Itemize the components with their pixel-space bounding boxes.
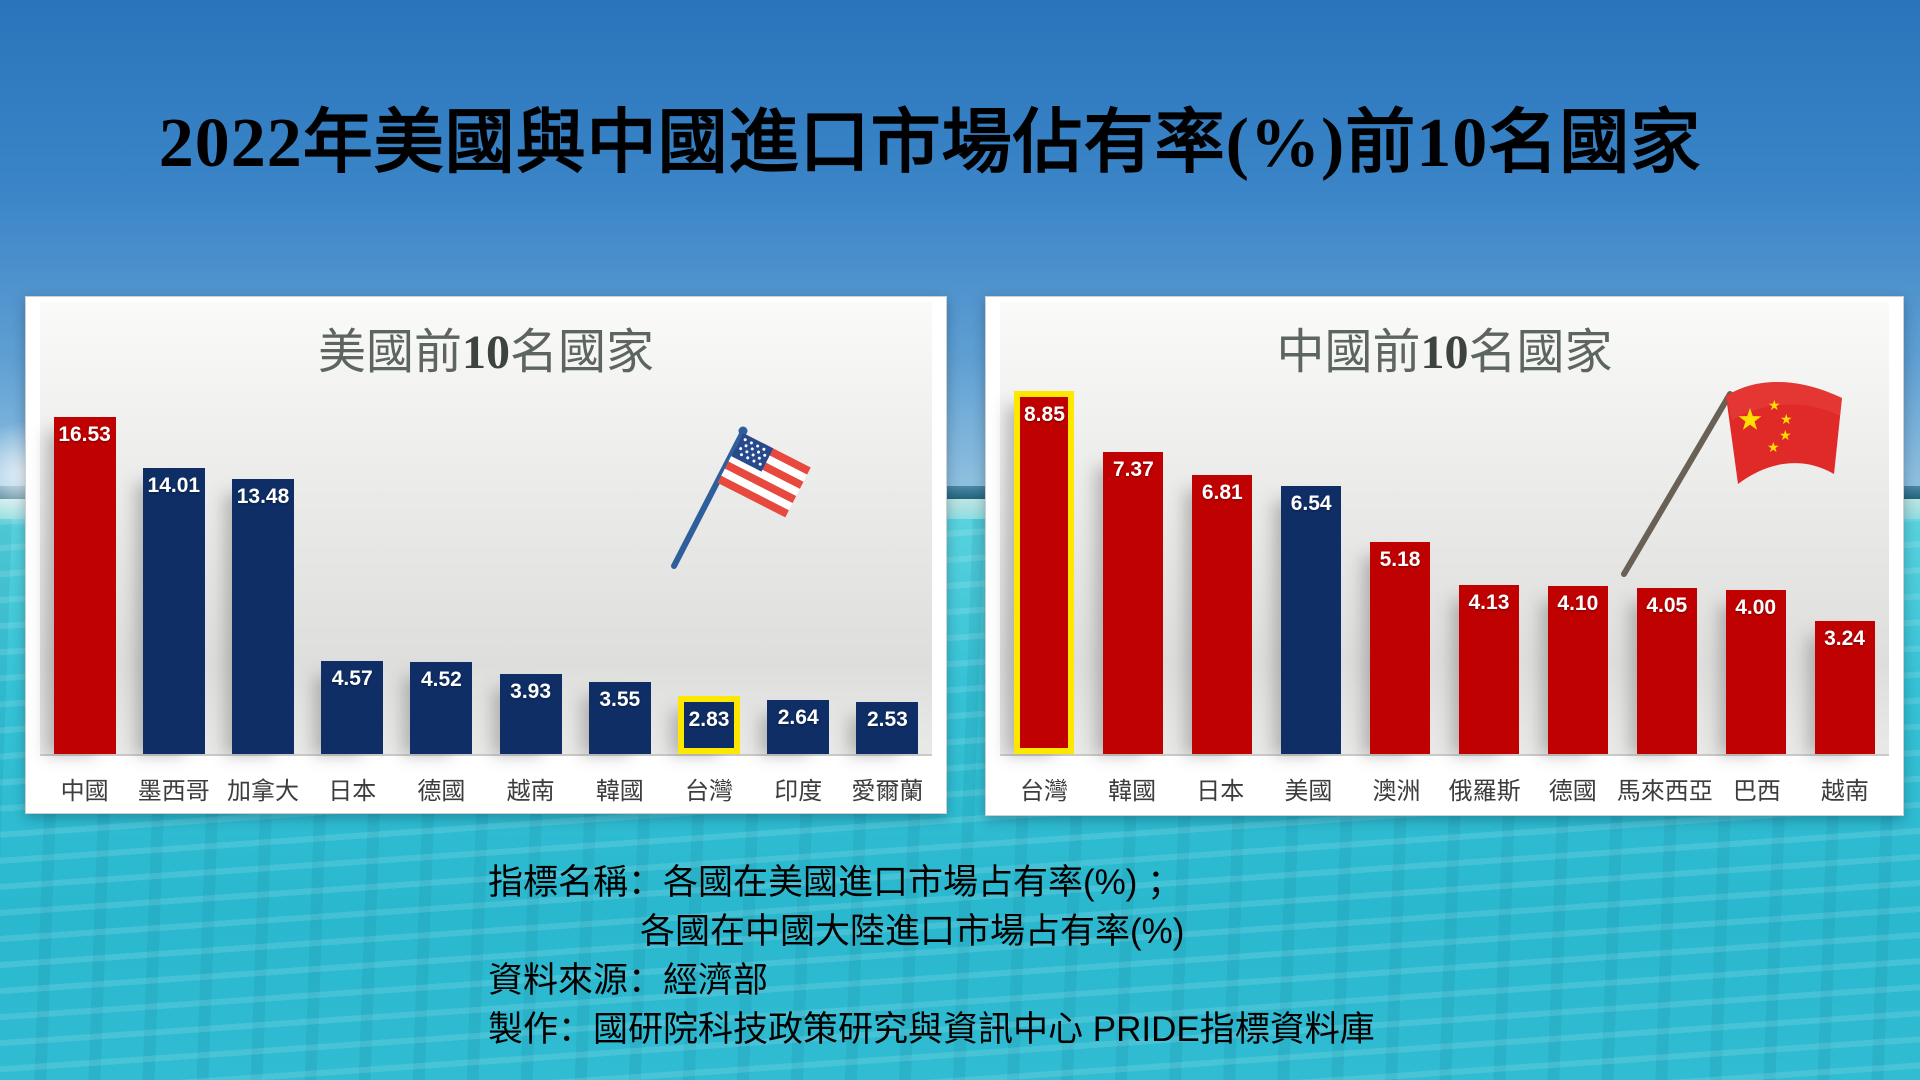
bar-value-label: 16.53	[58, 423, 111, 446]
bar-value-label: 4.13	[1468, 591, 1510, 614]
bar-俄羅斯: 4.13	[1458, 585, 1519, 754]
category-label: 加拿大	[227, 778, 299, 805]
footnotes: 指標名稱：各國在美國進口市場占有率(%) ； 各國在中國大陸進口市場占有率(%)…	[488, 858, 1375, 1054]
category-label: 台灣	[1020, 778, 1069, 805]
category-label: 德國	[1548, 778, 1597, 805]
category-label: 愛爾蘭	[851, 778, 924, 805]
bar-台灣: 2.83	[678, 696, 740, 754]
bar-德國: 4.52	[410, 662, 473, 754]
category-label: 馬來西亞	[1616, 778, 1713, 805]
bar-越南: 3.24	[1814, 621, 1875, 754]
bar-印度: 2.64	[767, 700, 830, 754]
bar-加拿大: 13.48	[232, 479, 294, 754]
bar-台灣: 8.85	[1014, 391, 1075, 754]
china-chart-title-number: 10	[1420, 326, 1469, 379]
bar-value-label: 3.55	[599, 688, 641, 711]
main-title: 2022年美國與中國進口市場佔有率(%)前10名國家	[158, 105, 1702, 182]
bar-value-label: 2.83	[688, 708, 730, 731]
bar-德國: 4.10	[1547, 586, 1608, 754]
category-label: 台灣	[685, 778, 734, 805]
bar-value-label: 3.24	[1824, 627, 1865, 650]
category-label: 墨西哥	[137, 778, 210, 805]
bar-馬來西亞: 4.05	[1636, 588, 1697, 754]
china-plot-area: 中國前10名國家 ★ ★ ★ ★ 8.85 7.37 6.81 6.54 5.18 4.1…	[1000, 302, 1889, 756]
bar-日本: 6.81	[1192, 475, 1253, 754]
bar-中國: 16.53	[53, 417, 116, 754]
category-label: 美國	[1284, 778, 1333, 805]
category-label: 韓國	[595, 778, 644, 805]
producer-line: 製作：國研院科技政策研究與資訊中心 PRIDE指標資料庫	[488, 1010, 1375, 1049]
bar-澳洲: 5.18	[1370, 542, 1431, 754]
bar-value-label: 14.01	[147, 474, 201, 497]
china-chart-title-prefix: 中國前	[1276, 326, 1421, 379]
bar-value-label: 3.93	[510, 680, 552, 703]
china-chart-panel: 中國前10名國家 ★ ★ ★ ★ 8.85 7.37 6.81 6.54 5.18 4.1…	[985, 296, 1904, 816]
svg-text:★: ★	[1768, 398, 1781, 414]
bar-美國: 6.54	[1281, 486, 1342, 754]
china-chart-title: 中國前10名國家	[1000, 312, 1889, 382]
china-chart-title-suffix: 名國家	[1468, 326, 1613, 379]
category-label: 巴西	[1732, 778, 1781, 805]
category-label: 韓國	[1108, 778, 1157, 805]
svg-text:★: ★	[1767, 440, 1780, 456]
bar-value-label: 2.53	[866, 708, 908, 731]
indicator-name-line2: 各國在中國大陸進口市場占有率(%)	[640, 912, 1185, 951]
category-label: 澳洲	[1372, 778, 1421, 805]
bar-value-label: 6.81	[1201, 481, 1243, 504]
category-label: 德國	[417, 778, 466, 805]
bar-value-label: 4.57	[331, 667, 373, 690]
bar-value-label: 5.18	[1379, 548, 1421, 571]
us-plot-area: 美國前10名國家	[40, 302, 932, 756]
bar-越南: 3.93	[499, 674, 562, 754]
bar-value-label: 2.64	[777, 706, 819, 729]
category-label: 越南	[506, 778, 555, 805]
bar-日本: 4.57	[321, 661, 384, 754]
bar-韓國: 7.37	[1103, 452, 1164, 754]
data-source-line: 資料來源：經濟部	[488, 961, 769, 1000]
bar-value-label: 4.05	[1646, 594, 1688, 617]
bar-愛爾蘭: 2.53	[856, 702, 919, 754]
bar-墨西哥: 14.01	[142, 468, 205, 754]
category-label: 俄羅斯	[1448, 778, 1521, 805]
bar-value-label: 4.52	[420, 668, 462, 691]
bar-韓國: 3.55	[588, 682, 651, 754]
category-label: 印度	[774, 778, 823, 805]
china-flag-icon: ★ ★ ★ ★	[1621, 381, 1842, 577]
bar-value-label: 8.85	[1024, 403, 1065, 426]
china-category-axis: 台灣 韓國 日本 美國 澳洲 俄羅斯 德國 馬來西亞 巴西 越南	[1000, 759, 1889, 807]
bar-value-label: 6.54	[1290, 492, 1332, 515]
svg-text:★: ★	[1779, 428, 1792, 444]
category-label: 中國	[60, 778, 109, 805]
bar-value-label: 4.00	[1735, 596, 1777, 619]
svg-text:★: ★	[1780, 412, 1793, 428]
us-chart-title-suffix: 名國家	[510, 326, 655, 379]
bar-value-label: 4.10	[1557, 592, 1599, 615]
us-category-axis: 中國 墨西哥 加拿大 日本 德國 越南 韓國 台灣 印度 愛爾蘭	[40, 759, 932, 807]
category-label: 日本	[1196, 778, 1245, 805]
us-chart-panel: 美國前10名國家	[25, 296, 947, 814]
bar-value-label: 13.48	[236, 485, 290, 508]
indicator-name-line: 指標名稱：各國在美國進口市場占有率(%) ；	[488, 863, 1183, 902]
us-chart-title-number: 10	[462, 326, 510, 379]
us-chart-title: 美國前10名國家	[40, 312, 932, 382]
china-bars-area: 8.85 7.37 6.81 6.54 5.18 4.13 4.10 4.05 4.00 3.24	[1000, 302, 1889, 754]
bar-value-label: 7.37	[1112, 458, 1154, 481]
us-chart-title-prefix: 美國前	[317, 326, 462, 379]
us-flag-icon	[671, 426, 811, 569]
bar-巴西: 4.00	[1725, 590, 1786, 754]
category-label: 越南	[1820, 778, 1869, 805]
category-label: 日本	[328, 778, 377, 805]
us-bars-area: 16.53 14.01 13.48 4.57 4.52 3.93 3.55 2.83 2.64 2…	[40, 302, 932, 754]
